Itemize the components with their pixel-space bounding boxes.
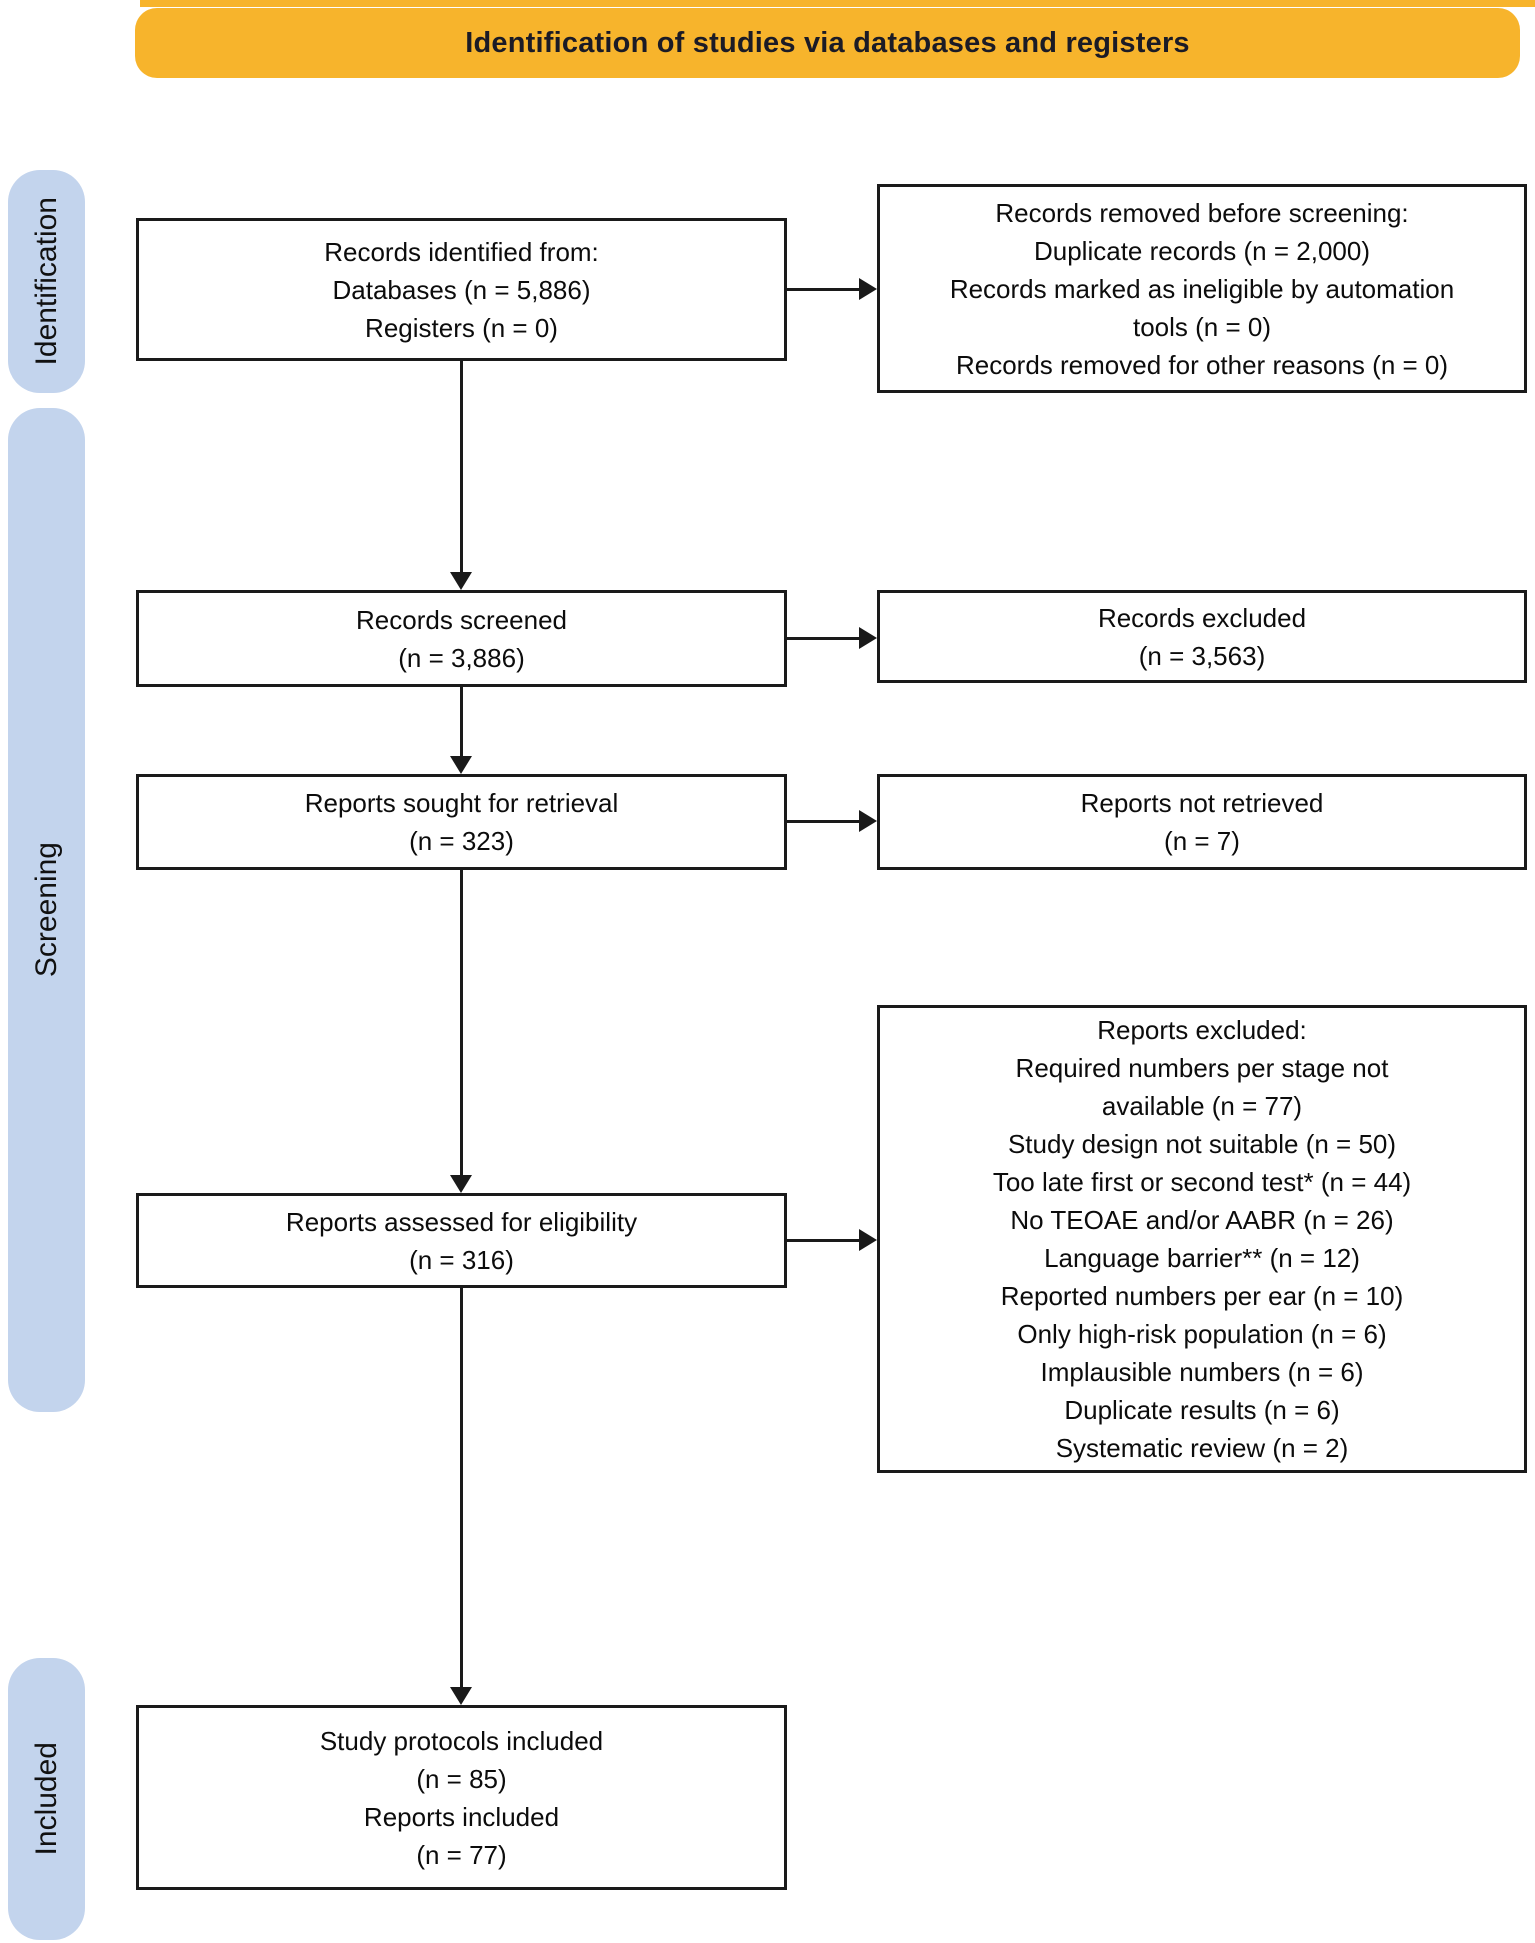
records-removed-text: Records removed before screening: Duplic…: [949, 197, 1455, 380]
banner: Identification of studies via databases …: [135, 8, 1520, 78]
arrow-identified-to-screened-head-icon: [450, 572, 472, 590]
reports-sought-text: Reports sought for retrieval (n = 323): [304, 788, 619, 856]
stage-label-included: Included: [29, 1742, 63, 1856]
reports-not-retrieved-box: Reports not retrieved (n = 7): [877, 774, 1527, 870]
arrow-screened-to-excluded-line: [787, 637, 860, 640]
arrow-assessed-to-reports-excluded-line: [787, 1239, 860, 1242]
stage-pill-identification: Identification: [8, 170, 85, 393]
arrow-screened-to-sought-head-icon: [450, 756, 472, 774]
arrow-identified-to-removed-line: [787, 288, 860, 291]
arrow-identified-to-screened-line: [460, 361, 463, 573]
reports-sought-box: Reports sought for retrieval (n = 323): [136, 774, 787, 870]
stage-label-screening: Screening: [29, 842, 63, 978]
stage-pill-screening: Screening: [8, 408, 85, 1412]
reports-assessed-text: Reports assessed for eligibility (n = 31…: [285, 1206, 638, 1275]
arrow-assessed-to-included-head-icon: [450, 1687, 472, 1705]
arrow-sought-to-assessed-line: [460, 870, 463, 1176]
arrow-identified-to-removed-head-icon: [859, 278, 877, 300]
arrow-sought-to-not-retrieved-line: [787, 820, 860, 823]
reports-not-retrieved-text: Reports not retrieved (n = 7): [1080, 788, 1324, 856]
stage-pill-included: Included: [8, 1658, 85, 1940]
included-studies-text: Study protocols included (n = 85) Report…: [319, 1725, 604, 1870]
arrow-sought-to-not-retrieved-head-icon: [859, 810, 877, 832]
arrow-assessed-to-included-line: [460, 1288, 463, 1688]
arrow-screened-to-excluded-head-icon: [859, 627, 877, 649]
arrow-assessed-to-reports-excluded-head-icon: [859, 1229, 877, 1251]
included-studies-box: Study protocols included (n = 85) Report…: [136, 1705, 787, 1890]
banner-top-strip: [140, 0, 1535, 7]
records-identified-text: Records identified from: Databases (n = …: [324, 236, 599, 343]
stage-label-identification: Identification: [29, 197, 63, 366]
arrow-sought-to-assessed-head-icon: [450, 1175, 472, 1193]
records-identified-box: Records identified from: Databases (n = …: [136, 218, 787, 361]
reports-excluded-box: Reports excluded: Required numbers per s…: [877, 1005, 1527, 1473]
records-screened-box: Records screened (n = 3,886): [136, 590, 787, 687]
records-excluded-text: Records excluded (n = 3,563): [1097, 602, 1307, 671]
records-removed-box: Records removed before screening: Duplic…: [877, 184, 1527, 393]
reports-excluded-text: Reports excluded: Required numbers per s…: [992, 1015, 1412, 1463]
banner-title: Identification of studies via databases …: [465, 26, 1190, 59]
records-screened-text: Records screened (n = 3,886): [356, 604, 567, 673]
arrow-screened-to-sought-line: [460, 687, 463, 757]
reports-assessed-box: Reports assessed for eligibility (n = 31…: [136, 1193, 787, 1288]
records-excluded-box: Records excluded (n = 3,563): [877, 590, 1527, 683]
